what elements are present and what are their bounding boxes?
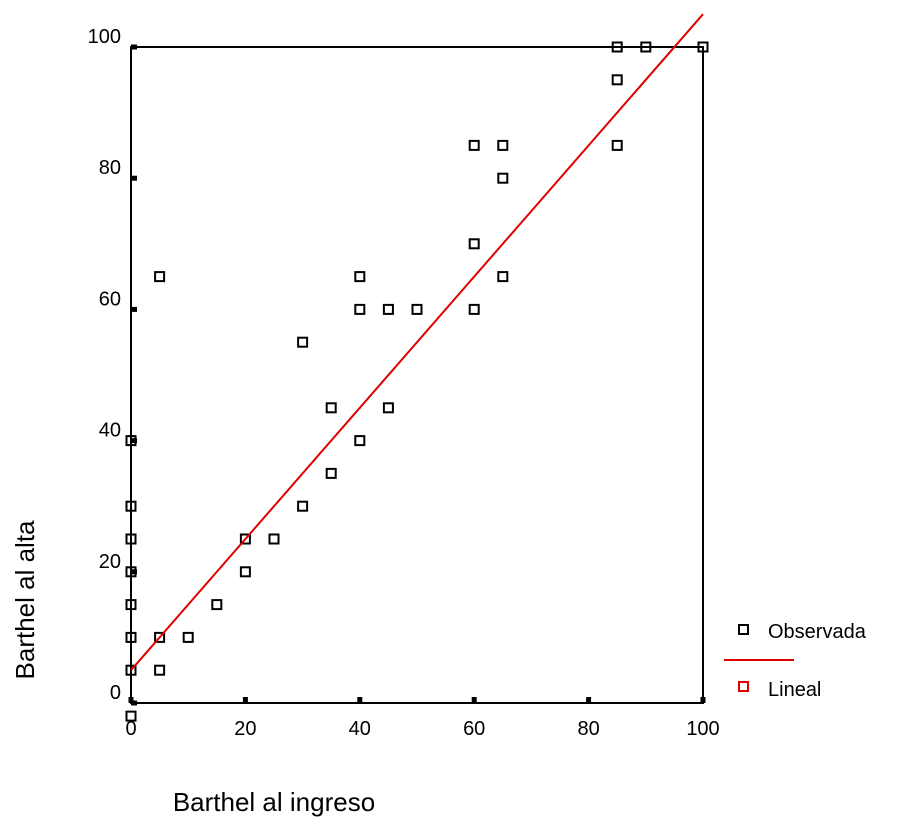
x-tick-label: 20 xyxy=(234,718,256,740)
legend: Observada Lineal xyxy=(724,621,867,701)
data-point xyxy=(354,303,366,315)
data-point xyxy=(154,631,166,643)
data-point xyxy=(411,303,423,315)
data-point xyxy=(497,172,509,184)
data-point xyxy=(468,139,480,151)
data-point xyxy=(611,74,623,86)
data-point xyxy=(325,402,337,414)
data-point xyxy=(125,599,137,611)
x-axis-title: Barthel al ingreso xyxy=(173,787,375,817)
y-tick-label: 60 xyxy=(99,288,121,310)
fit-line xyxy=(130,13,704,671)
data-point xyxy=(125,631,137,643)
data-point xyxy=(354,435,366,447)
y-tick-label: 40 xyxy=(99,420,121,442)
y-axis: 0 20 40 60 80 100 xyxy=(88,26,137,706)
data-point xyxy=(239,533,251,545)
data-point xyxy=(268,533,280,545)
data-point xyxy=(611,41,623,53)
data-point xyxy=(211,599,223,611)
legend-marker-fit xyxy=(738,681,749,692)
legend-label-observed: Observada xyxy=(768,621,867,643)
data-point xyxy=(154,271,166,283)
data-point xyxy=(125,710,137,722)
data-point xyxy=(497,139,509,151)
data-point xyxy=(382,303,394,315)
y-axis-title: Barthel al alta xyxy=(10,520,40,680)
x-tick-label: 80 xyxy=(577,718,599,740)
fit-line-group xyxy=(130,13,704,671)
data-point xyxy=(297,336,309,348)
x-tick-label: 60 xyxy=(463,718,485,740)
legend-marker-observed xyxy=(738,624,749,635)
data-point xyxy=(611,139,623,151)
data-point xyxy=(497,271,509,283)
data-point xyxy=(640,41,652,53)
y-tick-label: 20 xyxy=(99,551,121,573)
data-point xyxy=(468,303,480,315)
data-point xyxy=(297,500,309,512)
data-point xyxy=(154,664,166,676)
x-tick-label: 100 xyxy=(686,718,719,740)
data-point xyxy=(125,566,137,578)
legend-label-fit: Lineal xyxy=(768,679,821,701)
x-tick-label: 0 xyxy=(125,718,136,740)
data-point xyxy=(325,467,337,479)
data-points xyxy=(125,41,709,722)
data-point xyxy=(354,271,366,283)
data-point xyxy=(125,533,137,545)
data-point xyxy=(182,631,194,643)
y-tick-label: 80 xyxy=(99,157,121,179)
plot-area xyxy=(130,46,704,704)
data-point xyxy=(382,402,394,414)
data-point xyxy=(468,238,480,250)
x-tick-label: 40 xyxy=(349,718,371,740)
data-point xyxy=(697,41,709,53)
y-tick-label: 100 xyxy=(88,26,121,48)
plot-frame xyxy=(130,46,704,704)
data-point xyxy=(125,435,137,447)
y-tick-label: 0 xyxy=(110,682,121,704)
data-point xyxy=(239,566,251,578)
data-point xyxy=(125,500,137,512)
x-axis: 0 20 40 60 80 100 xyxy=(125,697,720,740)
data-point xyxy=(125,664,137,676)
